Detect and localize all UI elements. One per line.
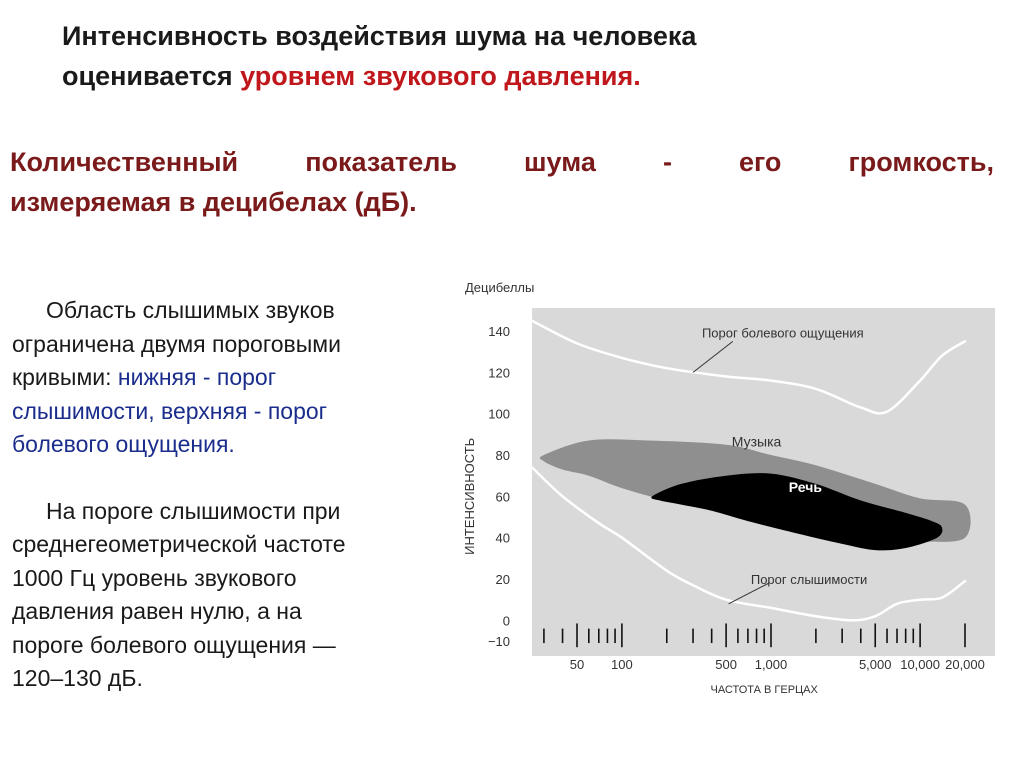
p2-line5: пороге болевого ощущения —: [12, 631, 336, 658]
subheading-word: -: [662, 147, 672, 177]
y-tick-label: 100: [488, 407, 510, 422]
p2-line6: 120–130 дБ.: [12, 665, 143, 691]
p1-line3: кривыми: нижняя - порог: [12, 361, 427, 395]
heading-accent: уровнем звукового давления.: [240, 61, 641, 91]
p2-line1: На пороге слышимости при: [46, 497, 341, 524]
y-tick-label: 80: [496, 448, 510, 463]
subheading-word: громкость,: [848, 147, 994, 177]
paragraph-gap: [12, 462, 427, 495]
audibility-chart: Музыка Речь Порог болевого ощущения Порог с…: [462, 280, 995, 696]
p2-line4: давления равен нулю, а на: [12, 598, 302, 624]
subheading-word: Количественный: [10, 147, 239, 177]
subheading-word: шума: [524, 147, 596, 177]
x-axis-title: ЧАСТОТА В ГЕРЦАХ: [710, 684, 818, 696]
subheading-word: показатель: [305, 147, 457, 177]
x-tick-label: 5,000: [859, 657, 892, 672]
heading-line1: Интенсивность воздействия шума на челове…: [62, 21, 697, 51]
x-tick-label: 10,000: [900, 657, 940, 672]
heading-line2: оценивается: [62, 61, 233, 91]
slide-subheading: Количественный показатель шума - его гро…: [10, 142, 994, 222]
region-label-speech: Речь: [789, 479, 823, 495]
y-tick-label: −10: [488, 634, 510, 649]
p1-line3-plain: кривыми:: [12, 364, 112, 390]
pain-threshold-label: Порог болевого ощущения: [702, 325, 864, 340]
y-tick-label: 120: [488, 365, 510, 380]
y-axis-title: Децибеллы: [465, 280, 534, 295]
p1-line1: Область слышимых звуков: [46, 297, 335, 323]
y-tick-label: 40: [496, 531, 510, 546]
p1-line3-blue: нижняя - порог: [117, 364, 277, 390]
region-label-music: Музыка: [732, 434, 782, 450]
slide-heading: Интенсивность воздействия шума на челове…: [62, 16, 962, 96]
x-tick-label: 50: [570, 657, 584, 672]
x-tick-label: 500: [715, 657, 737, 672]
subheading-line1: Количественный показатель шума - его гро…: [10, 142, 994, 182]
pain-threshold-pointer: [692, 340, 734, 373]
x-tick-label: 100: [611, 657, 633, 672]
p2-line3: 1000 Гц уровень звукового: [12, 564, 297, 591]
y-tick-label: 0: [503, 613, 510, 628]
pain-threshold-curve: [530, 319, 967, 415]
y-axis-side-label: ИНТЕНСИВНОСТЬ: [462, 438, 477, 555]
hearing-threshold-curve: [530, 466, 967, 622]
p1-line2: ограничена двумя пороговыми: [12, 330, 341, 357]
p1-line5: болевого ощущения.: [12, 431, 235, 457]
y-tick-label: 140: [488, 324, 510, 339]
p1-line4: слышимости, верхняя - порог: [12, 397, 328, 424]
x-tick-label: 1,000: [755, 657, 788, 672]
p2-line2: среднегеометрической частоте: [12, 531, 346, 557]
subheading-word: его: [739, 147, 782, 177]
y-tick-label: 20: [496, 572, 510, 587]
x-tick-label: 20,000: [945, 657, 985, 672]
y-tick-label: 60: [496, 489, 510, 504]
hearing-threshold-pointer: [728, 582, 770, 605]
region-speech: [651, 473, 943, 551]
subheading-line2: измеряемая в децибелах (дБ).: [10, 187, 417, 217]
hearing-threshold-label: Порог слышимости: [751, 572, 867, 587]
body-text: Область слышимых звуков ограничена двумя…: [12, 294, 427, 696]
